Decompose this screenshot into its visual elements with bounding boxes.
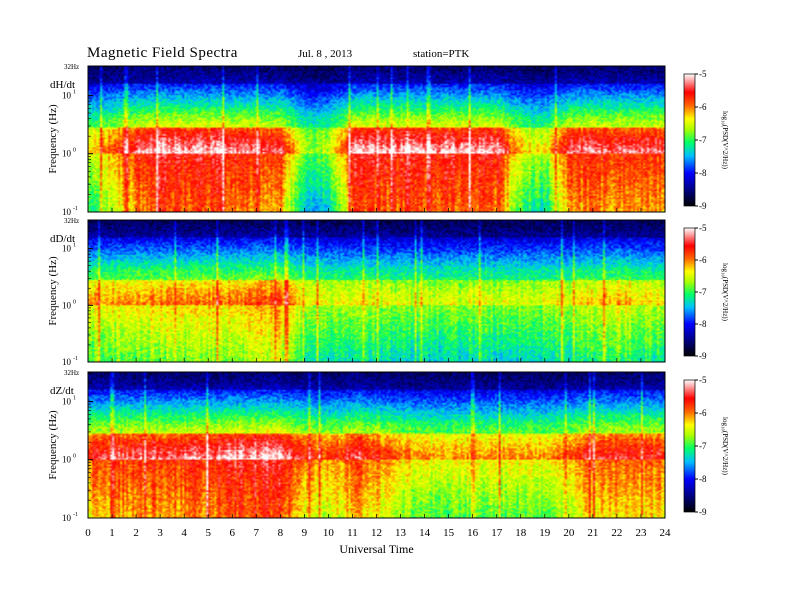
colorbar-tick-label: -9 <box>699 507 707 517</box>
xtick-label: 0 <box>85 527 91 539</box>
colorbar: -5 -6 -7 -8 -9 log₁₀(PSD(V^2/Hz)) <box>683 223 729 361</box>
ytick-exponent: -1 <box>73 512 78 518</box>
spectrogram-image <box>88 220 665 362</box>
colorbar-tick-label: -9 <box>699 201 707 211</box>
ytick-label: 10 <box>62 513 72 523</box>
top-frequency-label: 32Hz <box>64 63 79 71</box>
colorbar-scale <box>683 379 696 513</box>
ytick-label: 10 <box>62 455 72 465</box>
spectrogram-image <box>88 372 665 518</box>
xtick-label: 23 <box>635 527 647 539</box>
ytick-exponent: -1 <box>73 206 78 212</box>
xtick-label: 2 <box>133 527 139 539</box>
panel-label: dH/dt <box>50 79 75 91</box>
page-title: Magnetic Field Spectra <box>87 45 238 61</box>
colorbar-tick-label: -6 <box>699 408 707 418</box>
ytick-exponent: 1 <box>73 395 76 401</box>
ytick-label: 10 <box>62 90 72 100</box>
ytick-label: 10 <box>62 300 72 310</box>
colorbar-label: log₁₀(PSD(V^2/Hz)) <box>721 417 729 476</box>
colorbar-tick-label: -5 <box>699 69 707 79</box>
station-label: station=PTK <box>413 48 470 60</box>
date-label: Jul. 8 , 2013 <box>298 48 353 60</box>
ytick-exponent: 0 <box>73 454 76 460</box>
colorbar-label: log₁₀(PSD(V^2/Hz)) <box>721 111 729 170</box>
xtick-label: 21 <box>587 527 598 539</box>
ytick-label: 10 <box>62 149 72 159</box>
xtick-label: 11 <box>347 527 358 539</box>
colorbar-tick-label: -7 <box>699 135 707 145</box>
spectrogram-image <box>88 66 665 212</box>
colorbar-tick-label: -9 <box>699 351 707 361</box>
colorbar-tick-label: -8 <box>699 168 707 178</box>
xaxis-label: Universal Time <box>339 542 413 556</box>
xtick-label: 12 <box>371 527 382 539</box>
xtick-label: 14 <box>419 527 431 539</box>
xtick-label: 1 <box>109 527 115 539</box>
xtick-label: 22 <box>611 527 622 539</box>
xtick-label: 16 <box>467 527 479 539</box>
yaxis-label: Frequency (Hz) <box>47 256 59 326</box>
colorbar-tick-label: -8 <box>699 474 707 484</box>
colorbar-tick-label: -6 <box>699 255 707 265</box>
xtick-label: 9 <box>302 527 308 539</box>
ytick-label: 10 <box>62 244 72 254</box>
colorbar-tick-label: -6 <box>699 102 707 112</box>
ytick-label: 10 <box>62 396 72 406</box>
colorbar-tick-label: -8 <box>699 319 707 329</box>
panel-label: dD/dt <box>50 233 75 245</box>
xtick-label: 7 <box>254 527 260 539</box>
ytick-label: 10 <box>62 207 72 217</box>
ytick-exponent: -1 <box>73 356 78 362</box>
xtick-label: 20 <box>563 527 575 539</box>
ytick-label: 10 <box>62 357 72 367</box>
xtick-label: 4 <box>181 527 187 539</box>
xtick-label: 10 <box>323 527 335 539</box>
colorbar-tick-label: -5 <box>699 375 707 385</box>
ytick-exponent: 1 <box>73 243 76 249</box>
top-frequency-label: 32Hz <box>64 217 79 225</box>
xtick-label: 13 <box>395 527 407 539</box>
colorbar-label: log₁₀(PSD(V^2/Hz)) <box>721 263 729 322</box>
colorbar-tick-label: -7 <box>699 287 707 297</box>
colorbar-tick-label: -5 <box>699 223 707 233</box>
ytick-exponent: 0 <box>73 148 76 154</box>
colorbar-scale <box>683 73 696 207</box>
colorbar: -5 -6 -7 -8 -9 log₁₀(PSD(V^2/Hz)) <box>683 375 729 517</box>
top-frequency-label: 32Hz <box>64 369 79 377</box>
xtick-label: 19 <box>539 527 551 539</box>
panel-label: dZ/dt <box>50 385 74 397</box>
colorbar-tick-label: -7 <box>699 441 707 451</box>
xtick-label: 3 <box>157 527 163 539</box>
yaxis-label: Frequency (Hz) <box>47 410 59 480</box>
xtick-label: 6 <box>230 527 236 539</box>
ytick-exponent: 0 <box>73 299 76 305</box>
xtick-label: 24 <box>660 527 672 539</box>
colorbar-scale <box>683 227 696 357</box>
yaxis-label: Frequency (Hz) <box>47 104 59 174</box>
xtick-label: 5 <box>205 527 211 539</box>
colorbar: -5 -6 -7 -8 -9 log₁₀(PSD(V^2/Hz)) <box>683 69 729 211</box>
xtick-label: 17 <box>491 527 503 539</box>
xtick-label: 8 <box>278 527 284 539</box>
xtick-label: 15 <box>443 527 455 539</box>
ytick-exponent: 1 <box>73 89 76 95</box>
xtick-label: 18 <box>515 527 527 539</box>
